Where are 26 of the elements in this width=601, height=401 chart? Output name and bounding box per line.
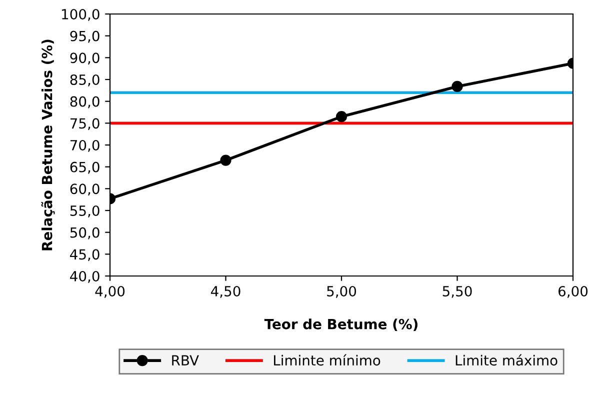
x-axis-title: Teor de Betume (%) [264,318,418,331]
point [452,80,463,92]
y-axis-title: Relação Betume Vazios (%) [41,40,55,250]
y-tick-label: 85,0 [70,74,100,86]
x-tick-label: 4,00 [95,286,125,298]
x-tick-label: 4,50 [210,286,240,298]
y-tick-label: 95,0 [70,30,100,43]
y-tick-label: 45,0 [70,249,100,262]
y-tick-label: 90,0 [70,52,100,65]
y-tick-label: 75,0 [70,118,100,130]
y-tick-label: 65,0 [70,162,100,174]
y-tick-label: 55,0 [70,205,100,218]
point [336,111,348,122]
y-tick-label: 60,0 [70,184,100,196]
x-tick-label: 5,00 [327,286,356,298]
y-tick-label: 40,0 [70,270,100,283]
legend-label: Limite máximo [456,354,558,366]
legend-label: Liminte mínimo [274,354,380,366]
y-tick-label: 80,0 [70,96,100,108]
y-tick-label: 50,0 [70,227,100,240]
x-tick-label: 6,00 [558,286,588,298]
legend-label: RBV [172,355,199,366]
point [220,154,232,166]
y-tick-label: 70,0 [70,140,100,152]
x-tick-label: 5,50 [442,286,472,298]
y-tick-label: 100,0 [62,8,100,21]
